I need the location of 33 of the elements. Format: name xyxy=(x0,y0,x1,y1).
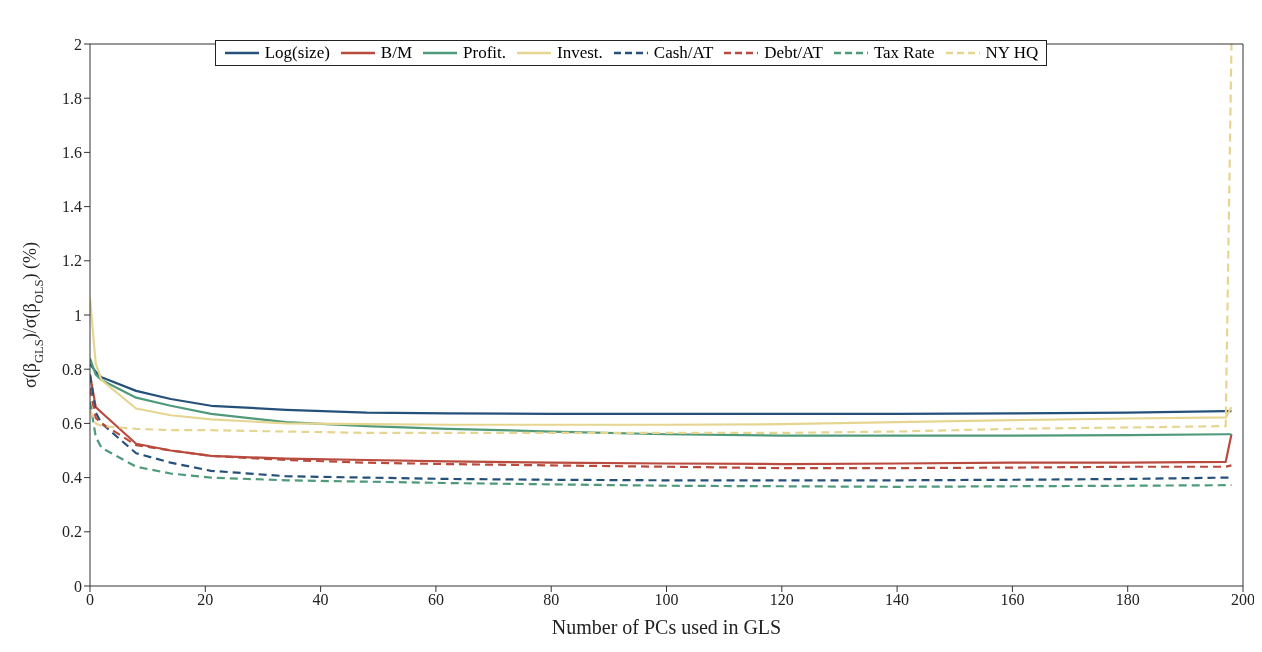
x-tick-label: 120 xyxy=(769,591,794,609)
legend-label: Invest. xyxy=(557,43,603,63)
x-tick-label: 160 xyxy=(1000,591,1025,609)
y-tick-label: 1.2 xyxy=(62,252,82,270)
y-tick-label: 1.6 xyxy=(62,144,82,162)
legend-label: Profit. xyxy=(463,43,507,63)
y-tick-label: 1.8 xyxy=(62,89,82,107)
legend-label: Cash/AT xyxy=(653,43,714,63)
legend-label: Log(size) xyxy=(264,43,330,63)
legend-label: Tax Rate xyxy=(873,43,935,63)
y-tick-label: 2 xyxy=(74,35,82,53)
x-tick-label: 100 xyxy=(654,591,679,609)
y-tick-label: 1.4 xyxy=(62,198,82,216)
x-tick-label: 80 xyxy=(543,591,560,609)
legend-label: NY HQ xyxy=(985,43,1039,63)
x-tick-label: 0 xyxy=(86,591,94,609)
legend-label: B/M xyxy=(380,43,413,63)
y-tick-label: 0.6 xyxy=(62,415,82,433)
x-tick-label: 140 xyxy=(885,591,910,609)
x-tick-label: 180 xyxy=(1115,591,1140,609)
x-tick-label: 20 xyxy=(197,591,214,609)
y-tick-label: 0.8 xyxy=(62,360,82,378)
line-series xyxy=(90,357,1233,437)
x-axis-title: Number of PCs used in GLS xyxy=(551,616,782,638)
y-tick-label: 0.2 xyxy=(62,523,82,541)
x-tick-label: 40 xyxy=(312,591,329,609)
y-tick-label: 1 xyxy=(74,306,82,324)
y-tick-label: 0.4 xyxy=(62,469,82,487)
line-series xyxy=(90,44,1233,434)
y-tick-label: 0 xyxy=(74,577,82,595)
x-tick-label: 200 xyxy=(1231,591,1255,609)
x-tick-label: 60 xyxy=(427,591,444,609)
legend-label: Debt/AT xyxy=(764,43,823,63)
